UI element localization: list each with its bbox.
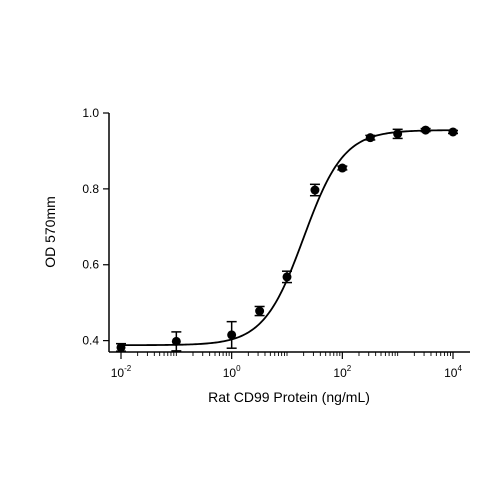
x-tick-label-exponent: -2 <box>124 364 132 373</box>
x-ticks: 10-2 100 102 104 <box>111 352 462 380</box>
fit-curve <box>121 129 454 347</box>
x-tick-label: 100 <box>223 364 241 380</box>
data-point <box>255 306 265 316</box>
x-tick-label-base: 10 <box>333 366 347 380</box>
data-point <box>421 125 431 135</box>
data-point <box>337 163 347 173</box>
y-tick-label: 0.6 <box>82 258 99 272</box>
y-tick-label: 0.4 <box>82 334 99 348</box>
data-point <box>393 129 403 139</box>
error-bars <box>116 127 458 352</box>
x-tick-label: 10-2 <box>111 364 132 380</box>
y-axis-title: OD 570mm <box>42 196 58 268</box>
data-point <box>116 342 126 352</box>
x-tick-label: 102 <box>333 364 351 380</box>
x-tick-label: 104 <box>444 364 462 380</box>
data-point <box>282 272 292 282</box>
data-point <box>365 133 375 143</box>
x-tick-label-exponent: 2 <box>347 364 352 373</box>
x-tick-label-base: 10 <box>111 366 125 380</box>
data-point <box>227 330 237 340</box>
data-point <box>171 336 181 346</box>
x-tick-label-exponent: 4 <box>457 364 462 373</box>
x-tick-label-base: 10 <box>223 366 237 380</box>
axes <box>108 113 470 353</box>
data-point <box>448 127 458 137</box>
x-tick-label-exponent: 0 <box>236 364 241 373</box>
y-tick-label: 0.8 <box>82 182 99 196</box>
data-points <box>116 125 458 352</box>
x-axis-title: Rat CD99 Protein (ng/mL) <box>208 389 370 405</box>
x-tick-label-base: 10 <box>444 366 458 380</box>
y-tick-label: 1.0 <box>82 106 99 120</box>
data-point <box>310 185 320 195</box>
y-ticks: 0.4 0.6 0.8 1.0 <box>82 106 109 348</box>
